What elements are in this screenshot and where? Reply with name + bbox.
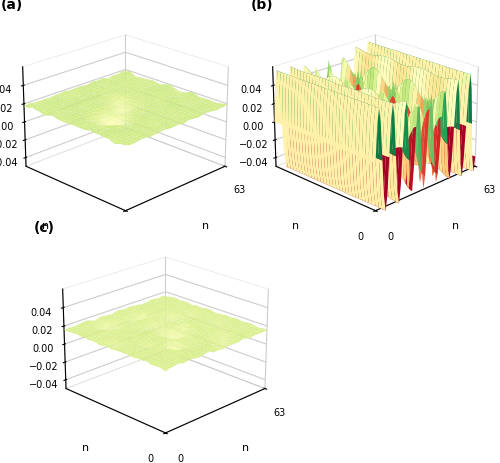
Y-axis label: n: n <box>292 221 299 231</box>
Text: (b): (b) <box>250 0 273 12</box>
X-axis label: n: n <box>452 221 459 231</box>
Text: (a): (a) <box>0 0 22 12</box>
Y-axis label: n: n <box>42 221 49 231</box>
X-axis label: n: n <box>242 443 249 453</box>
Text: (c): (c) <box>34 220 54 234</box>
Y-axis label: n: n <box>82 443 89 453</box>
X-axis label: n: n <box>202 221 209 231</box>
